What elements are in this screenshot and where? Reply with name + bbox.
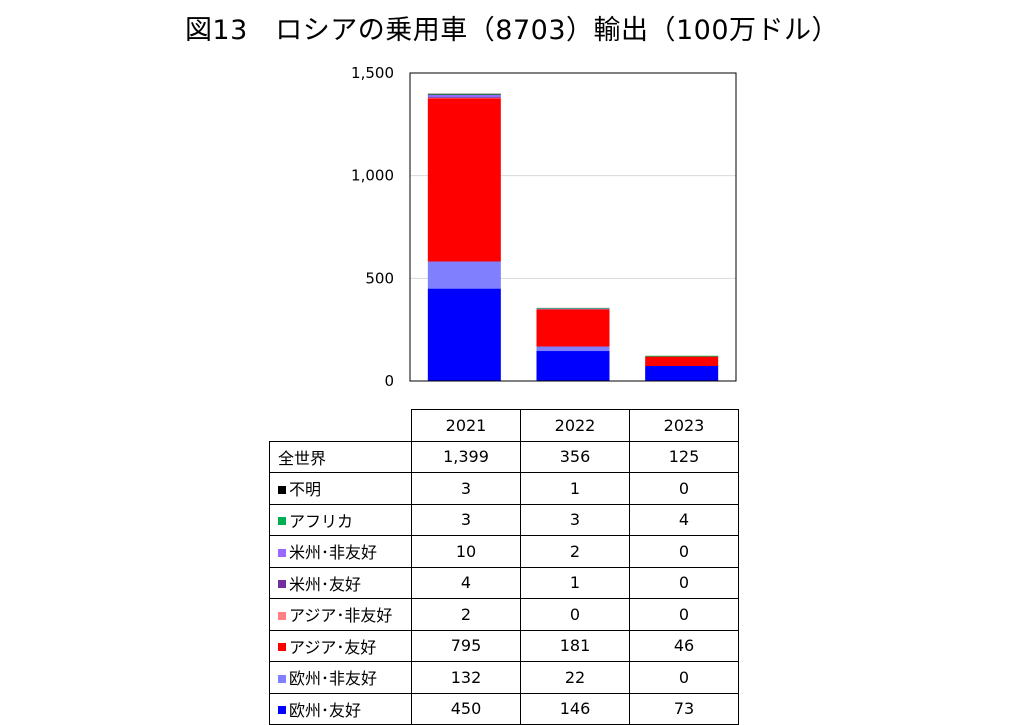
bar-segment (428, 94, 501, 95)
bar-segment (428, 289, 501, 381)
table-row-label: 米州･友好 (270, 567, 412, 599)
legend-label: 欧州･非友好 (289, 669, 377, 688)
bar-segment (537, 351, 610, 381)
y-tick-label: 500 (365, 269, 394, 287)
legend-label: 欧州･友好 (289, 701, 361, 720)
table-row-label: アジア･非友好 (270, 599, 412, 631)
bar-segment (537, 309, 610, 346)
table-cell: 73 (630, 693, 739, 725)
legend-label: アフリカ (289, 512, 353, 531)
table-cell: 125 (630, 441, 739, 473)
legend-swatch (278, 612, 286, 620)
x-tick-label: 2021 (412, 410, 521, 442)
table-cell: 10 (412, 536, 521, 568)
table-cell: 450 (412, 693, 521, 725)
table-row-label: 欧州･非友好 (270, 662, 412, 694)
legend-swatch (278, 580, 286, 588)
bar-segment (537, 308, 610, 309)
bar-segment (428, 98, 501, 261)
table-cell: 1 (521, 567, 630, 599)
table-cell: 1 (521, 473, 630, 505)
legend-label: 米州･友好 (289, 575, 361, 594)
table-cell: 46 (630, 630, 739, 662)
table-cell: 0 (630, 662, 739, 694)
table-cell: 132 (412, 662, 521, 694)
table-cell: 1,399 (412, 441, 521, 473)
table-cell: 3 (412, 504, 521, 536)
table-cell: 3 (412, 473, 521, 505)
bar-segment (428, 97, 501, 98)
table-row-label: アフリカ (270, 504, 412, 536)
table-cell: 146 (521, 693, 630, 725)
bar-segment (645, 357, 718, 366)
y-tick-label: 0 (384, 372, 394, 390)
table-cell: 3 (521, 504, 630, 536)
table-row-label: 全世界 (270, 441, 412, 473)
table-cell: 795 (412, 630, 521, 662)
table-cell: 0 (630, 567, 739, 599)
x-tick-label: 2023 (630, 410, 739, 442)
legend-label: 不明 (289, 480, 321, 499)
y-tick-label: 1,500 (351, 64, 394, 82)
table-cell: 4 (412, 567, 521, 599)
legend-swatch (278, 486, 286, 494)
bar-segment (428, 94, 501, 95)
bar-segment (537, 347, 610, 352)
table-row-label: 欧州･友好 (270, 693, 412, 725)
table-cell: 2 (412, 599, 521, 631)
legend-label: アジア･友好 (289, 638, 376, 657)
legend-swatch (278, 549, 286, 557)
bar-segment (645, 366, 718, 381)
bar-segment (645, 356, 718, 357)
legend-swatch (278, 643, 286, 651)
legend-swatch (278, 517, 286, 525)
table-row-label: アジア･友好 (270, 630, 412, 662)
legend-swatch (278, 706, 286, 714)
x-tick-label: 2022 (521, 410, 630, 442)
table-row-label: 不明 (270, 473, 412, 505)
table-cell: 181 (521, 630, 630, 662)
legend-swatch (278, 675, 286, 683)
bar-segment (428, 95, 501, 97)
table-cell: 0 (630, 599, 739, 631)
y-tick-label: 1,000 (351, 167, 394, 185)
table-cell: 2 (521, 536, 630, 568)
table-cell: 356 (521, 441, 630, 473)
table-cell: 0 (630, 536, 739, 568)
table-cell: 0 (521, 599, 630, 631)
table-cell: 0 (630, 473, 739, 505)
table-row-label: 米州･非友好 (270, 536, 412, 568)
legend-label: 米州･非友好 (289, 543, 377, 562)
legend-label: アジア･非友好 (289, 606, 392, 625)
table-corner (270, 410, 412, 442)
bar-segment (428, 261, 501, 288)
table-cell: 4 (630, 504, 739, 536)
table-cell: 22 (521, 662, 630, 694)
